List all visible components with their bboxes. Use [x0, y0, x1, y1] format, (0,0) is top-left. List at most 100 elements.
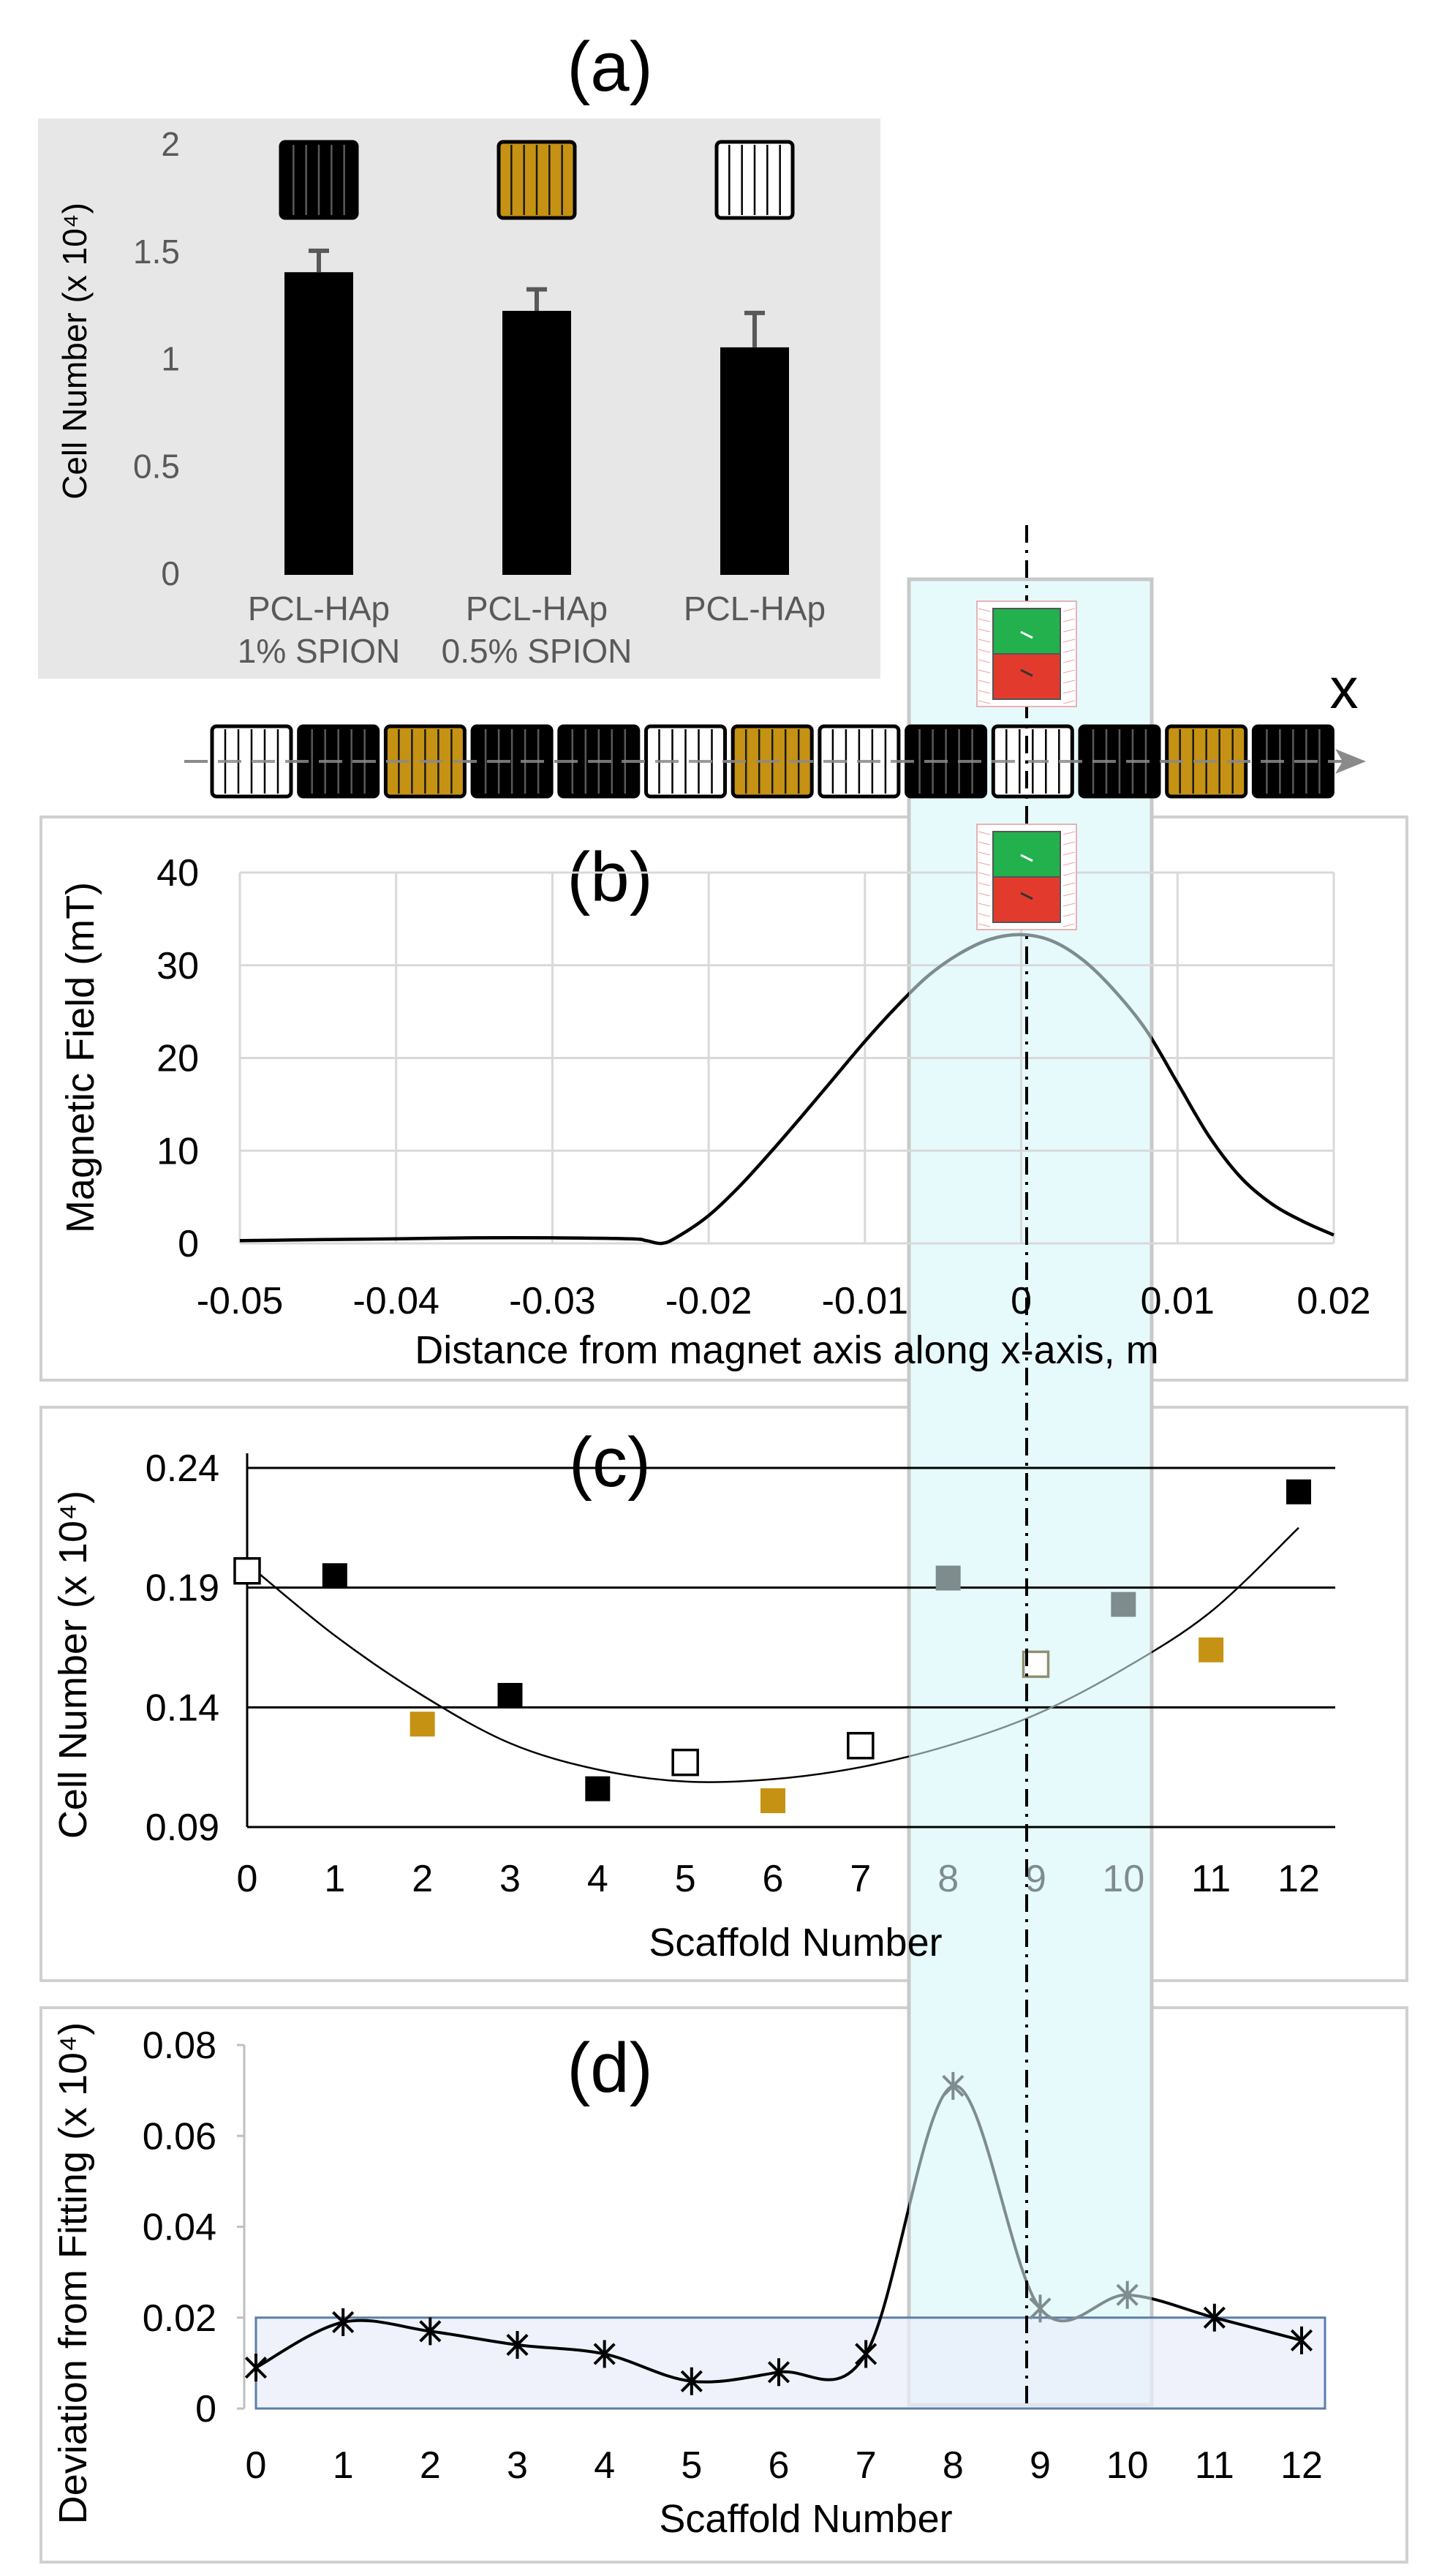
magnet-north — [992, 608, 1061, 655]
x-tick-label: 5 — [675, 1858, 696, 1900]
data-point — [419, 2317, 442, 2346]
x-tick-label: 3 — [507, 2444, 528, 2487]
data-point — [1286, 1479, 1311, 1504]
y-axis-title: Magnetic Field (mT) — [58, 882, 102, 1233]
x-tick-label: 8 — [937, 1858, 959, 1900]
data-point — [244, 2354, 268, 2382]
field-line — [978, 882, 991, 886]
data-point — [506, 2331, 529, 2360]
magnet-mark — [1020, 669, 1033, 677]
chart-b-magnetic-field: -0.05 -0.04 -0.03 -0.02 -0.01 0 0.01 0.02 0 10 20 3… — [58, 852, 1371, 1372]
x-tick-label: 12 — [1280, 2444, 1323, 2487]
x-tick-label: 0.01 — [1141, 1280, 1215, 1322]
field-line — [978, 892, 991, 897]
data-point — [1290, 2326, 1313, 2354]
magnet-axis-overlay — [976, 525, 1077, 2406]
field-line — [978, 700, 991, 704]
y-tick-label: 0 — [195, 2388, 216, 2430]
field-line — [1062, 639, 1076, 643]
data-point — [322, 1563, 347, 1589]
category-label: PCL-HAp — [248, 590, 390, 628]
series-line — [239, 991, 909, 1246]
magnet-south — [992, 653, 1061, 700]
x-tick-label: -0.03 — [509, 1280, 596, 1322]
panel-d-label: (d) — [567, 2029, 652, 2107]
data-point — [409, 1711, 435, 1737]
x-tick-label: 4 — [587, 1858, 608, 1900]
y-axis-title: Cell Number (x 10⁴) — [56, 203, 94, 500]
data-point — [847, 1731, 875, 1760]
magnet-icon — [976, 824, 1077, 930]
field-line — [978, 639, 991, 643]
data-point — [1203, 2303, 1226, 2332]
magnet-north — [992, 831, 1061, 878]
x-tick-label: 0 — [237, 1858, 258, 1900]
panel-b-frame — [39, 816, 1408, 1382]
y-tick-label: 0 — [178, 1223, 199, 1265]
panel-c-label: (c) — [569, 1423, 651, 1502]
tolerance-band — [254, 2316, 1326, 2410]
data-point — [855, 2340, 877, 2368]
panel-b-label: (b) — [567, 838, 652, 916]
x-tick-label: 6 — [769, 2444, 790, 2487]
scaffold-icon — [497, 140, 577, 220]
field-line — [978, 628, 991, 633]
data-point — [1111, 1592, 1136, 1617]
y-tick-label: 0.24 — [146, 1447, 219, 1490]
x-tick-label: -0.05 — [197, 1280, 284, 1322]
scaffold-row: x — [184, 656, 1366, 799]
x-tick-label: 9 — [1025, 1858, 1046, 1900]
data-point — [1029, 2294, 1052, 2323]
x-tick-label: 9 — [1030, 2444, 1051, 2487]
field-line — [978, 923, 991, 927]
x-axis-title: Distance from magnet axis along x-axis, … — [415, 1328, 1158, 1372]
field-line — [1062, 700, 1076, 704]
x-tick-label: 11 — [1191, 1858, 1231, 1900]
field-line — [1062, 903, 1076, 907]
field-line — [978, 679, 991, 684]
x-tick-label: 2 — [412, 1858, 433, 1900]
chart-a-bar: 0 0.5 1 1.5 2 Cell Number (x 10⁴) PCL-HAp 1% SP… — [56, 125, 826, 670]
x-tick-label: 12 — [1277, 1858, 1320, 1900]
x-tick-label: 10 — [1106, 2444, 1149, 2487]
data-point — [671, 1748, 699, 1777]
field-line — [978, 649, 991, 653]
field-line — [1062, 649, 1076, 653]
series-line — [909, 2084, 1152, 2323]
y-tick-label: 1.5 — [133, 233, 180, 271]
field-line — [978, 903, 991, 907]
scaffold-body — [279, 140, 359, 220]
field-line — [1062, 679, 1076, 684]
data-point — [585, 1776, 611, 1801]
series-line — [255, 2201, 909, 2384]
field-line — [1062, 608, 1076, 612]
magnet-mark — [1020, 854, 1033, 862]
field-line — [1062, 851, 1076, 856]
data-point — [332, 2308, 355, 2336]
data-point — [497, 1682, 523, 1708]
x-tick-label: 6 — [763, 1858, 784, 1900]
data-point — [935, 1565, 961, 1591]
bar — [720, 347, 789, 575]
data-point — [760, 1788, 785, 1813]
y-tick-label: 1 — [161, 340, 180, 378]
y-tick-label: 30 — [156, 945, 199, 987]
field-line — [978, 872, 991, 876]
x-tick-label: 2 — [420, 2444, 441, 2487]
y-tick-label: 0.09 — [146, 1807, 219, 1849]
data-point — [767, 2358, 790, 2387]
panel-c-frame — [39, 1406, 1408, 1982]
y-tick-label: 40 — [156, 852, 199, 895]
field-line — [978, 841, 991, 846]
field-line — [1062, 659, 1076, 663]
y-tick-label: 0.02 — [143, 2297, 216, 2340]
category-label: PCL-HAp — [684, 590, 826, 628]
y-tick-label: 10 — [156, 1130, 199, 1172]
field-line — [1062, 872, 1076, 876]
x-tick-label: 0.02 — [1296, 1280, 1370, 1322]
field-line — [978, 618, 991, 622]
field-line — [1062, 892, 1076, 897]
x-tick-label: 5 — [681, 2444, 702, 2487]
field-line — [978, 851, 991, 856]
